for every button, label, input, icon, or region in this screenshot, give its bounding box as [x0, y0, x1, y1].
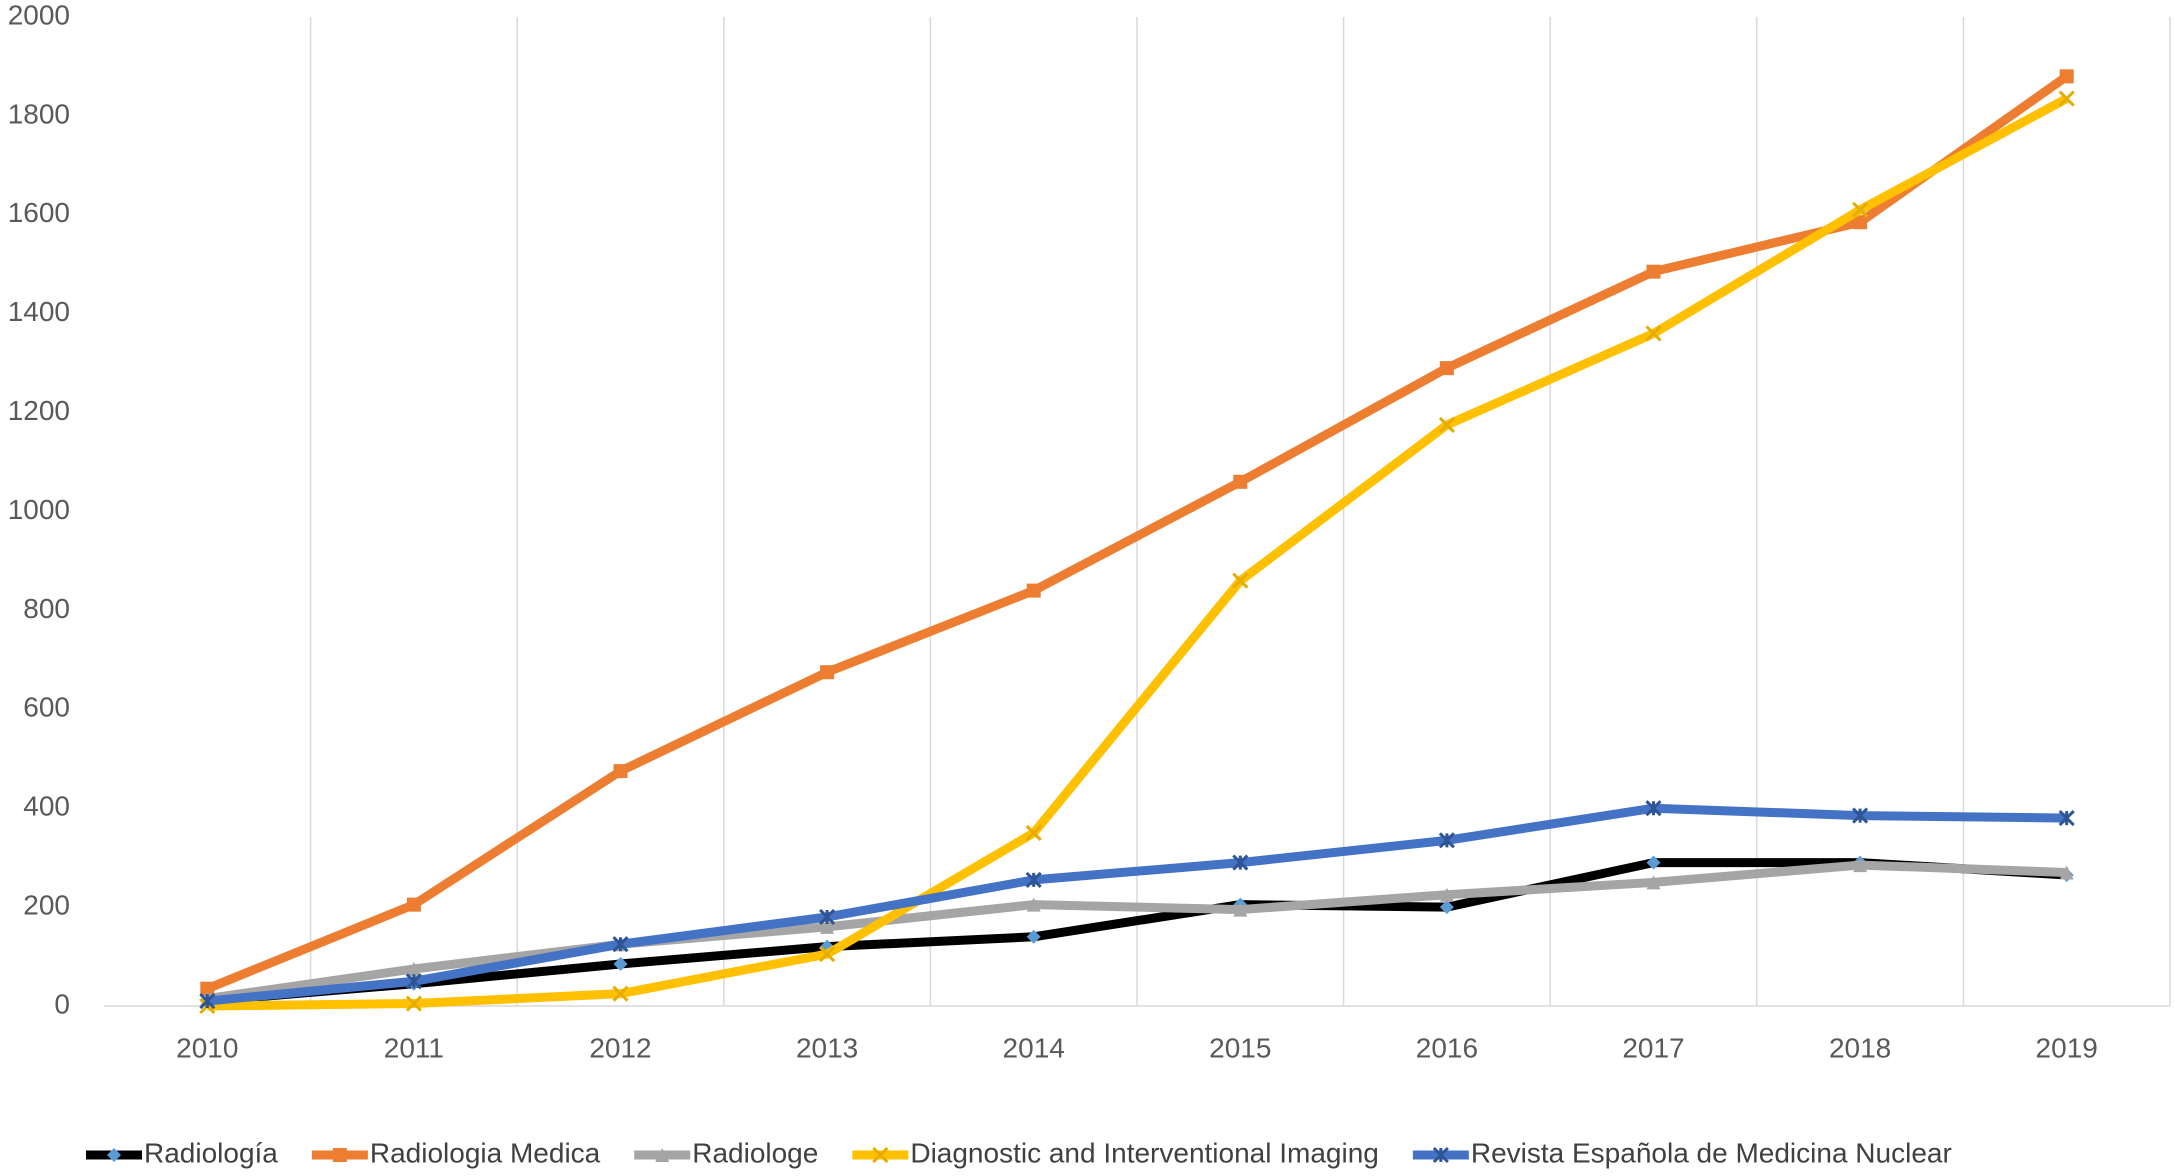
marker — [612, 936, 629, 953]
marker — [332, 1148, 347, 1162]
series-line — [206, 858, 2067, 1006]
marker — [1645, 800, 1662, 817]
x-tick-label: 2010 — [176, 1032, 238, 1063]
x-tick-label: 2019 — [2036, 1032, 2098, 1063]
marker — [1646, 264, 1661, 279]
y-tick-label: 800 — [23, 593, 70, 624]
legend-label: Radiologia Medica — [370, 1137, 601, 1168]
legend-label: Radiologe — [692, 1137, 818, 1168]
series-line — [205, 72, 2070, 993]
marker — [107, 1148, 121, 1162]
marker — [405, 973, 422, 990]
x-tick-label: 2013 — [796, 1032, 858, 1063]
marker — [405, 995, 422, 1012]
marker — [819, 946, 836, 963]
marker — [612, 985, 629, 1002]
x-tick-label: 2015 — [1209, 1032, 1271, 1063]
marker — [1439, 887, 1454, 902]
legend-label: Diagnostic and Interventional Imaging — [910, 1137, 1379, 1168]
marker — [820, 665, 835, 680]
marker — [820, 919, 835, 934]
marker — [2058, 810, 2075, 827]
y-tick-label: 1200 — [8, 395, 70, 426]
y-tick-label: 0 — [54, 988, 70, 1019]
x-tick-label: 2014 — [1003, 1032, 1065, 1063]
y-tick-label: 1400 — [8, 296, 70, 327]
marker — [2059, 865, 2074, 880]
marker — [1852, 807, 1869, 824]
series-line — [206, 860, 2067, 1004]
y-tick-label: 2000 — [8, 0, 70, 30]
marker — [1025, 824, 1042, 841]
x-tick-label: 2012 — [589, 1032, 651, 1063]
marker — [1432, 1146, 1449, 1164]
marker — [1233, 474, 1248, 489]
x-tick-label: 2011 — [384, 1032, 444, 1063]
marker — [1853, 858, 1868, 873]
marker — [1853, 215, 1868, 230]
marker — [1852, 201, 1869, 218]
marker — [1233, 902, 1248, 917]
marker — [1026, 583, 1041, 598]
x-tick-label: 2018 — [1829, 1032, 1891, 1063]
marker — [199, 992, 216, 1010]
x-tick-label: 2017 — [1622, 1032, 1684, 1063]
marker — [2058, 90, 2075, 107]
marker — [1232, 854, 1249, 871]
marker — [406, 897, 421, 912]
marker — [1646, 855, 1661, 870]
marker — [1439, 361, 1454, 376]
y-tick-label: 600 — [23, 692, 70, 723]
marker — [655, 1148, 670, 1162]
y-tick-label: 400 — [23, 791, 70, 822]
marker — [1646, 875, 1661, 890]
marker — [872, 1146, 889, 1164]
marker — [1026, 897, 1041, 912]
marker — [1026, 929, 1041, 944]
series-line — [207, 94, 2069, 1011]
series-line — [206, 803, 2067, 1006]
marker — [2059, 69, 2074, 84]
marker — [1439, 900, 1454, 915]
marker — [819, 908, 836, 926]
marker — [1645, 325, 1662, 342]
marker — [1438, 416, 1455, 434]
marker — [1232, 572, 1249, 589]
y-tick-label: 200 — [23, 889, 70, 920]
marker — [200, 981, 215, 996]
marker — [406, 961, 421, 976]
marker — [1438, 832, 1455, 849]
y-tick-label: 1800 — [8, 98, 70, 129]
y-tick-label: 1600 — [8, 197, 70, 228]
marker — [1025, 871, 1042, 888]
y-tick-label: 1000 — [8, 494, 70, 525]
marker — [613, 956, 628, 971]
x-tick-label: 2016 — [1416, 1032, 1478, 1063]
legend-label: Revista Española de Medicina Nuclear — [1471, 1137, 1952, 1168]
marker — [613, 764, 628, 779]
legend-label: Radiología — [144, 1137, 278, 1168]
